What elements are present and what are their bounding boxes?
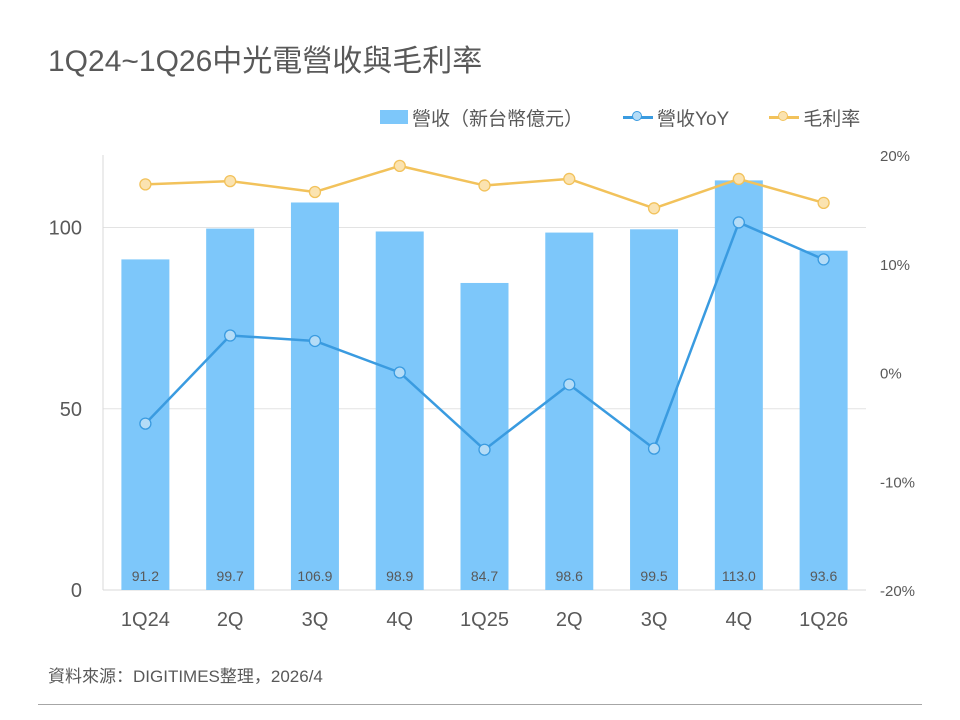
legend-yoy-label: 營收YoY (657, 108, 730, 130)
y-right-tick-label: -20% (880, 583, 915, 600)
bar-value-label: 106.9 (297, 568, 332, 584)
bar-value-label: 99.5 (640, 568, 667, 584)
yoy-point (393, 366, 406, 379)
bar (206, 228, 255, 590)
y-right-tick-label: 0% (880, 366, 902, 383)
legend-yoy: 營收YoY (623, 104, 729, 131)
y-right-tick-label: 10% (880, 257, 910, 274)
gross-margin-point (732, 172, 745, 186)
yoy-point (224, 329, 237, 342)
source-note: 資料來源：DIGITIMES整理，2026/4 (48, 667, 323, 686)
y-left-tick-label: 50 (60, 399, 82, 421)
x-tick-label: 4Q (725, 609, 752, 631)
bar-value-label: 93.6 (810, 568, 837, 584)
gross-margin-point (478, 179, 491, 192)
legend-revenue: 營收（新台幣億元） (380, 104, 583, 131)
x-tick-label: 4Q (386, 609, 413, 631)
bar-value-label: 113.0 (722, 568, 756, 584)
legend-yoy-swatch (623, 110, 654, 124)
bar (375, 231, 424, 591)
gross-margin-point (308, 185, 322, 199)
chart-title: 1Q24~1Q26中光電營收與毛利率 (48, 45, 483, 78)
gross-margin-point (563, 172, 576, 186)
y-right-tick-label: -10% (880, 474, 915, 491)
legend-gross-margin-label: 毛利率 (803, 108, 861, 130)
bar (799, 250, 848, 590)
legend-gross-margin-swatch (769, 110, 800, 124)
yoy-point (563, 378, 576, 391)
bar-value-label: 91.2 (132, 568, 159, 584)
y-right-tick-label: 20% (880, 148, 910, 165)
x-tick-label: 3Q (641, 609, 668, 631)
bar (714, 180, 763, 590)
yoy-point (817, 253, 830, 266)
bar (290, 202, 339, 591)
bottom-divider (38, 704, 922, 705)
y-left-tick-label: 100 (49, 218, 82, 240)
yoy-point (478, 443, 491, 456)
gross-margin-point (647, 202, 661, 215)
legend-revenue-swatch (380, 110, 408, 124)
chart-legend: 營收（新台幣億元） 營收YoY 毛利率 (380, 104, 860, 130)
x-tick-label: 1Q24 (121, 609, 170, 631)
yoy-point (732, 216, 745, 229)
bar (630, 229, 679, 590)
bar-value-label: 98.6 (556, 568, 583, 584)
y-left-tick-label: 0 (71, 580, 82, 602)
x-tick-label: 2Q (556, 609, 583, 631)
gross-margin-point (139, 178, 152, 191)
yoy-point (647, 442, 661, 455)
bar-value-label: 99.7 (217, 568, 244, 584)
gross-margin-point (817, 196, 830, 210)
yoy-point (139, 417, 152, 430)
legend-gross-margin: 毛利率 (769, 104, 860, 131)
bar-value-label: 84.7 (471, 568, 498, 584)
bar-value-label: 98.9 (386, 568, 413, 584)
gross-margin-point (393, 159, 406, 173)
x-tick-label: 1Q25 (460, 609, 509, 631)
x-tick-label: 3Q (302, 609, 329, 631)
legend-revenue-label: 營收（新台幣億元） (412, 108, 584, 130)
gross-margin-point (224, 174, 237, 188)
x-tick-label: 1Q26 (799, 609, 848, 631)
yoy-point (308, 334, 322, 348)
x-tick-label: 2Q (217, 609, 244, 631)
bar (545, 232, 594, 590)
